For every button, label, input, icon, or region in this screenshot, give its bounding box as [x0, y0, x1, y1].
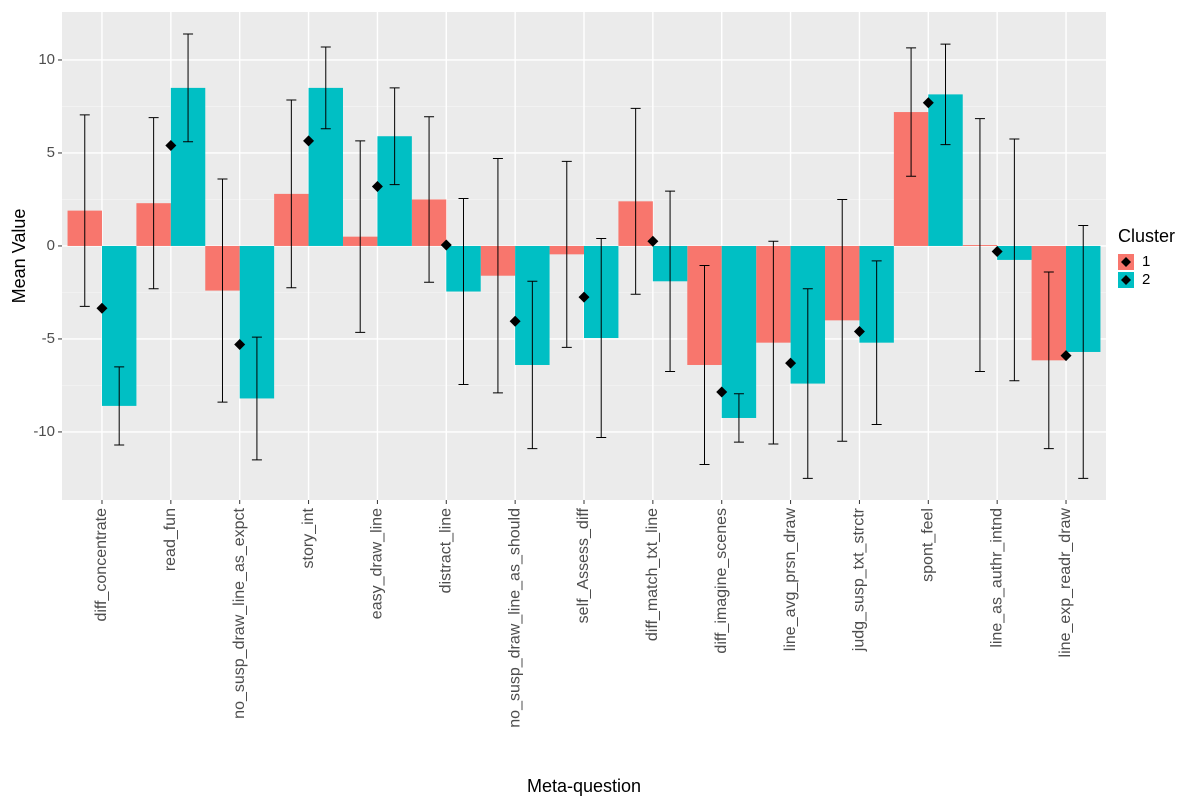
mean-point: [578, 291, 590, 303]
y-tick-label: 0: [47, 237, 55, 254]
error-bar: [492, 158, 503, 394]
x-tick-label: line_exp_readr_draw: [1057, 508, 1074, 658]
mean-point: [234, 339, 246, 351]
x-tick-label: story_int: [300, 507, 317, 568]
error-bar: [974, 118, 985, 372]
x-tick-label: no_susp_draw_line_as_expct: [231, 507, 248, 718]
error-bar: [699, 264, 710, 465]
mean-point: [922, 97, 934, 109]
x-tick-label: diff_concentrate: [93, 508, 110, 622]
y-tick-label: -5: [42, 330, 55, 347]
x-tick-label: line_avg_prsn_draw: [782, 508, 799, 652]
mean-point: [853, 326, 865, 338]
error-bar: [183, 33, 194, 143]
error-bar: [527, 280, 538, 450]
error-bar: [389, 87, 400, 186]
error-bar: [596, 238, 607, 439]
error-bar: [251, 336, 262, 461]
mean-point: [509, 315, 521, 327]
legend-title: Cluster: [1118, 226, 1175, 246]
error-bar: [458, 198, 469, 386]
legend-label: 2: [1142, 271, 1150, 288]
mean-point: [96, 302, 108, 314]
x-tick-label: spont_feel: [920, 508, 937, 582]
error-bar: [768, 240, 779, 445]
x-tick-label: diff_imagine_scenes: [713, 508, 730, 654]
error-bar: [733, 393, 744, 443]
error-bar: [320, 46, 331, 130]
error-bar: [1078, 225, 1089, 479]
mean-point: [440, 239, 452, 251]
error-bar: [217, 178, 228, 403]
mean-point: [647, 235, 659, 247]
mean-point: [785, 357, 797, 369]
error-bar: [802, 288, 813, 479]
x-tick-label: easy_draw_line: [369, 508, 386, 619]
x-tick-label: read_fun: [162, 508, 179, 571]
error-bar: [148, 117, 159, 290]
error-bar: [1043, 271, 1054, 450]
error-bar: [355, 140, 366, 333]
error-bar: [871, 260, 882, 425]
x-tick-label: no_susp_draw_line_as_should: [506, 508, 523, 728]
mean-point: [1060, 350, 1072, 362]
y-axis-title: Mean Value: [9, 209, 29, 304]
x-tick-label: line_as_authr_intnd: [988, 508, 1005, 648]
bar: [721, 245, 757, 418]
x-axis-title: Meta-question: [527, 776, 641, 796]
error-bar: [665, 190, 676, 372]
y-tick-label: 5: [47, 144, 55, 161]
error-bar: [940, 43, 951, 146]
mean-point: [716, 386, 728, 398]
legend-key-point: [1121, 257, 1131, 267]
y-tick-label: 10: [38, 51, 55, 68]
legend-label: 1: [1142, 253, 1150, 270]
x-tick-label: judg_susp_txt_strctr: [851, 507, 868, 652]
legend-key-point: [1121, 275, 1131, 285]
mean-point: [165, 140, 177, 152]
mean-point: [303, 135, 315, 147]
error-bar: [630, 107, 641, 295]
error-bar: [114, 366, 125, 446]
x-tick-label: distract_line: [437, 508, 454, 593]
error-bar: [424, 116, 435, 283]
y-tick-label: -10: [33, 423, 55, 440]
error-bar: [79, 114, 90, 307]
x-tick-label: self_Assess_diff: [575, 507, 592, 623]
error-bar: [906, 47, 917, 177]
mean-point: [371, 180, 383, 192]
x-tick-label: diff_match_txt_line: [644, 508, 661, 641]
error-bar: [286, 99, 297, 289]
error-bar: [561, 160, 572, 348]
mean-point: [991, 246, 1003, 258]
error-bar: [837, 198, 848, 442]
error-bar: [1009, 138, 1020, 382]
